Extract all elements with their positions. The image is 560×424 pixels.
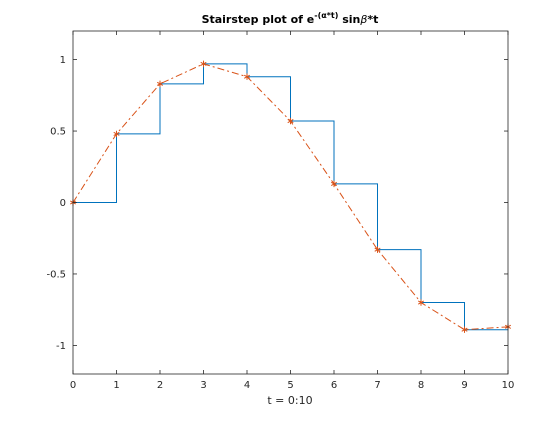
x-tick-label-7: 7: [374, 380, 380, 391]
star-marker-3: [200, 60, 207, 68]
star-marker-4: [243, 73, 251, 80]
x-axis-label: t = 0:10: [267, 394, 312, 407]
x-tick-label-10: 10: [502, 380, 515, 391]
x-ticks: 0 1 2 3 4 5 6 7 8 9 10: [70, 31, 515, 391]
chart-title: Stairstep plot of e-(α*t) sinβ*t: [202, 11, 379, 26]
y-tick-label-1: -0.5: [46, 269, 66, 280]
x-tick-label-0: 0: [70, 380, 76, 391]
star-marker-6: [330, 180, 338, 188]
y-tick-label-4: 1: [60, 55, 66, 66]
x-tick-label-3: 3: [200, 380, 206, 391]
x-tick-label-9: 9: [461, 380, 467, 391]
star-marker-9: [461, 326, 468, 333]
x-tick-label-6: 6: [331, 380, 337, 391]
x-tick-label-2: 2: [157, 380, 163, 391]
x-tick-label-5: 5: [287, 380, 293, 391]
y-tick-label-0: -1: [56, 341, 66, 352]
star-marker-2: [156, 80, 164, 88]
x-tick-label-1: 1: [113, 380, 119, 391]
x-tick-label-4: 4: [244, 380, 250, 391]
star-marker-1: [113, 130, 120, 138]
y-ticks: -1 -0.5 0 0.5 1: [46, 55, 508, 352]
title-exponent: -(α*t): [314, 11, 338, 20]
x-tick-label-8: 8: [418, 380, 424, 391]
star-marker-5: [287, 117, 294, 125]
star-marker-8: [417, 299, 425, 306]
y-tick-label-2: 0: [60, 198, 66, 209]
star-marker-7: [374, 246, 381, 253]
y-tick-label-3: 0.5: [50, 127, 66, 138]
